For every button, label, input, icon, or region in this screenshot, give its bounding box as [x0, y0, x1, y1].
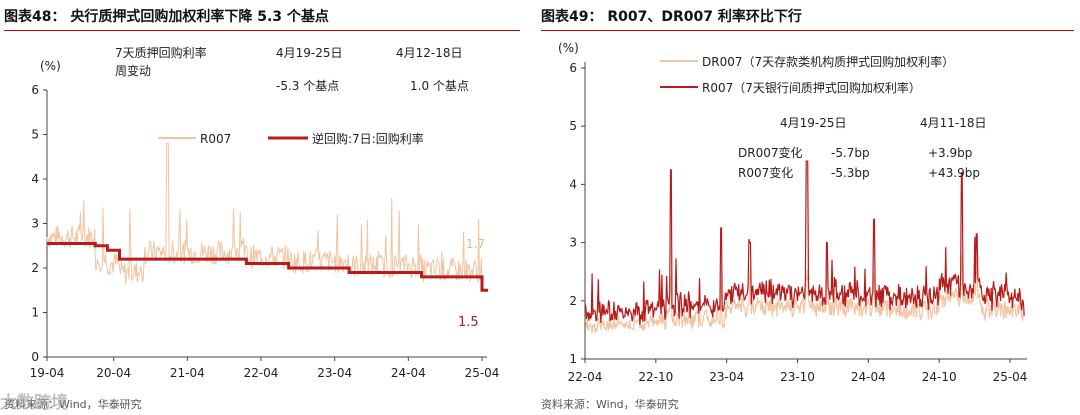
right-x-tick-label: 25-04: [993, 370, 1028, 384]
right-y-tick-label: 1: [569, 352, 577, 366]
left-x-tick-label: 25-04: [465, 366, 500, 380]
left-x-ticks: 19-04 20-04 21-04 22-04 23-04 24-04 25-04: [30, 357, 500, 380]
right-y-tick-label: 5: [569, 119, 577, 133]
left-annotation-col-header-2: 4月12-18日: [396, 46, 463, 60]
right-title-rule: [541, 30, 1074, 31]
left-annotation-row-label-1: 7天质押回购利率: [115, 45, 207, 60]
right-annotation-dr007-value-1: -5.7bp: [831, 146, 870, 160]
watermark-logo: 大数跨境: [0, 393, 68, 413]
left-legend-repo-label: 逆回购:7日:回购利率: [312, 131, 424, 146]
right-annotation-col-header-2: 4月11-18日: [920, 116, 987, 130]
left-source: 资料来源：Wind，华泰研究: [4, 398, 142, 411]
left-chart-title: 图表48： 央行质押式回购加权利率下降 5.3 个基点: [4, 9, 329, 25]
left-y-tick-label: 0: [31, 350, 39, 364]
right-y-tick-label: 2: [569, 294, 577, 308]
left-chart: (%) 0 1 2 3 4 5 6 19-04 20-04 21-04 22-04 23-04 24-…: [30, 45, 500, 380]
left-x-tick-label: 20-04: [96, 366, 131, 380]
left-y-axis-label: (%): [40, 59, 61, 73]
left-y-tick-label: 5: [31, 128, 39, 142]
left-y-tick-label: 1: [31, 306, 39, 320]
right-x-tick-label: 22-10: [638, 370, 673, 384]
right-annotation-col-header-1: 4月19-25日: [780, 116, 847, 130]
left-y-tick-label: 6: [31, 83, 39, 97]
right-x-tick-label: 24-10: [922, 370, 957, 384]
left-series-reverse-repo-line: [47, 242, 488, 292]
left-annotation-value-1: -5.3 个基点: [276, 79, 339, 93]
left-end-label-r007: 1.7: [466, 237, 485, 251]
left-y-tick-label: 2: [31, 261, 39, 275]
right-y-tick-label: 6: [569, 61, 577, 75]
left-y-tick-label: 4: [31, 172, 39, 186]
right-x-tick-label: 24-04: [851, 370, 886, 384]
right-legend-r007-label: R007（7天银行间质押式回购加权利率）: [702, 80, 921, 95]
left-x-tick-label: 19-04: [30, 366, 65, 380]
right-x-tick-label: 22-04: [568, 370, 603, 384]
right-y-tick-label: 4: [569, 177, 577, 191]
right-y-axis-label: (%): [558, 41, 579, 55]
left-y-tick-label: 3: [31, 217, 39, 231]
left-end-label-repo: 1.5: [458, 315, 479, 330]
left-annotation-col-header-1: 4月19-25日: [276, 46, 343, 60]
left-legend-r007-label: R007: [200, 132, 231, 146]
left-title-rule: [4, 30, 520, 31]
right-series-r007-line: [584, 160, 1025, 325]
right-x-tick-label: 23-04: [709, 370, 744, 384]
right-chart: (%) 1 2 3 4 5 6 22-04 22-10 23-04 23-10 24-04 24-1…: [558, 41, 1028, 384]
right-annotation-r007-value-1: -5.3bp: [831, 166, 870, 180]
right-chart-title: 图表49： R007、DR007 利率环比下行: [541, 9, 802, 25]
right-x-ticks: 22-04 22-10 23-04 23-10 24-04 24-10 25-04: [568, 359, 1028, 384]
left-annotation-row-label-2: 周变动: [115, 63, 151, 78]
right-legend-dr007-label: DR007（7天存款类机构质押式回购加权利率）: [702, 54, 954, 69]
right-y-ticks: 1 2 3 4 5 6: [569, 61, 585, 366]
left-x-tick-label: 21-04: [170, 366, 205, 380]
left-x-tick-label: 24-04: [391, 366, 426, 380]
right-x-tick-label: 23-10: [780, 370, 815, 384]
left-y-ticks: 0 1 2 3 4 5 6: [31, 83, 47, 364]
right-annotation-r007-value-2: +43.9bp: [928, 166, 980, 180]
right-annotation-dr007-value-2: +3.9bp: [928, 146, 972, 160]
left-x-tick-label: 23-04: [317, 366, 352, 380]
left-x-tick-label: 22-04: [244, 366, 279, 380]
right-y-tick-label: 3: [569, 236, 577, 250]
left-annotation-value-2: 1.0 个基点: [410, 79, 469, 93]
right-source: 资料来源：Wind，华泰研究: [541, 398, 679, 411]
right-annotation-row-label-dr007: DR007变化: [738, 145, 802, 160]
right-annotation-row-label-r007: R007变化: [738, 165, 793, 180]
